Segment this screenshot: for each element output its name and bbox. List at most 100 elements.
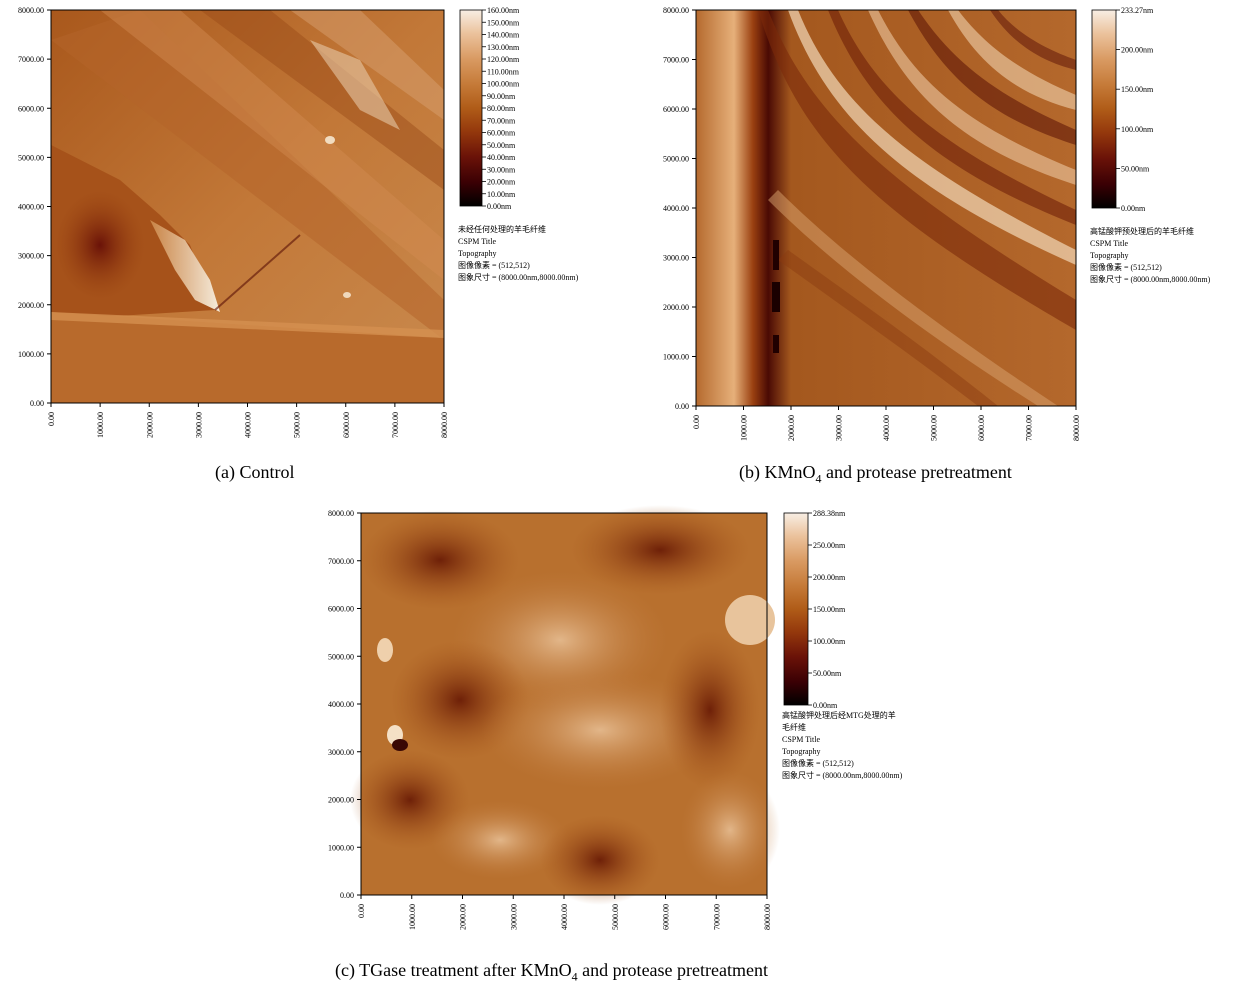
x-tick-label: 2000.00 [145, 412, 154, 438]
scan-info-line: 图象尺寸 = (8000.00nm,8000.00nm) [782, 770, 903, 780]
colorbar-tick-label: 0.00nm [1121, 204, 1146, 213]
scan-info-line: CSPM Title [782, 735, 820, 744]
colorbar-tick-label: 140.00nm [487, 31, 520, 40]
colorbar-gradient [1091, 9, 1117, 209]
colorbar-tick-label: 40.00nm [487, 153, 516, 162]
colorbar-b: 233.27nm 200.00nm 150.00nm 100.00nm 50.00nm 0… [1091, 6, 1154, 213]
y-tick-label: 1000.00 [663, 353, 689, 362]
afm-axes-a: 8000.00 7000.00 6000.00 5000.00 4000.00 3000.… [18, 6, 449, 438]
y-tick-label: 1000.00 [328, 843, 354, 852]
y-tick-label: 2000.00 [328, 796, 354, 805]
colorbar-tick-label: 70.00nm [487, 116, 516, 125]
afm-image-b [696, 10, 1076, 406]
colorbar-a: 160.00nm 150.00nm 140.00nm 130.00nm 120.00nm… [459, 6, 520, 211]
colorbar-tick-label: 50.00nm [487, 141, 516, 150]
scan-info-line: 图象尺寸 = (8000.00nm,8000.00nm) [458, 272, 579, 282]
x-tick-label: 3000.00 [194, 412, 203, 438]
x-tick-label: 1000.00 [408, 904, 417, 930]
colorbar-tick-label: 150.00nm [1121, 85, 1154, 94]
x-tick-label: 4000.00 [560, 904, 569, 930]
y-tick-label: 8000.00 [328, 509, 354, 518]
y-tick-label: 3000.00 [18, 252, 44, 261]
colorbar-tick-label: 100.00nm [813, 637, 846, 646]
colorbar-tick-label: 120.00nm [487, 55, 520, 64]
y-tick-label: 5000.00 [18, 153, 44, 162]
y-tick-label: 0.00 [675, 402, 689, 411]
scan-info-line: 图象尺寸 = (8000.00nm,8000.00nm) [1090, 274, 1211, 284]
y-tick-label: 4000.00 [328, 700, 354, 709]
afm-axes-b: 8000.00 7000.00 6000.00 5000.00 4000.00 3000.… [663, 6, 1081, 441]
y-tick-label: 2000.00 [18, 301, 44, 310]
scan-info-line: 图像像素 = (512,512) [458, 260, 530, 270]
afm-figure-b: 8000.00 7000.00 6000.00 5000.00 4000.00 3000.… [663, 6, 1211, 441]
x-tick-label: 0.00 [357, 904, 366, 918]
x-tick-label: 6000.00 [662, 904, 671, 930]
colorbar-tick-label: 150.00nm [487, 18, 520, 27]
afm-figure-c: 8000.00 7000.00 6000.00 5000.00 4000.00 3000.… [328, 505, 903, 930]
scan-info-a: 未经任何处理的羊毛纤维 CSPM Title Topography 图像像素 = (5… [458, 224, 579, 282]
colorbar-tick-label: 20.00nm [487, 178, 516, 187]
scan-info-line: 图像像素 = (512,512) [782, 758, 854, 768]
y-tick-label: 4000.00 [18, 203, 44, 212]
afm-axes-c: 8000.00 7000.00 6000.00 5000.00 4000.00 3000.… [328, 509, 772, 930]
x-tick-label: 2000.00 [459, 904, 468, 930]
x-tick-label: 1000.00 [96, 412, 105, 438]
scan-info-line: 高锰酸钾处理后经MTG处理的羊 [782, 710, 896, 720]
colorbar-tick-label: 0.00nm [487, 202, 512, 211]
colorbar-tick-label: 50.00nm [1121, 164, 1150, 173]
y-tick-label: 8000.00 [663, 6, 689, 15]
x-tick-label: 5000.00 [293, 412, 302, 438]
colorbar-tick-label: 10.00nm [487, 190, 516, 199]
scan-info-line: 未经任何处理的羊毛纤维 [458, 224, 546, 234]
colorbar-tick-label: 200.00nm [1121, 46, 1154, 55]
x-tick-label: 7000.00 [391, 412, 400, 438]
scan-info-line: Topography [458, 249, 497, 258]
scan-info-line: 毛纤维 [782, 722, 806, 732]
scan-info-line: CSPM Title [458, 237, 496, 246]
x-tick-label: 6000.00 [977, 415, 986, 441]
x-tick-label: 1000.00 [740, 415, 749, 441]
afm-image-a [51, 10, 444, 403]
scan-info-b: 高锰酸钾预处理后的羊毛纤维 CSPM Title Topography 图像像素 = … [1090, 226, 1211, 284]
x-tick-label: 3000.00 [509, 904, 518, 930]
caption-c: (c) TGase treatment after KMnO4 and prot… [335, 960, 768, 984]
x-tick-label: 8000.00 [763, 904, 772, 930]
y-tick-label: 2000.00 [663, 303, 689, 312]
colorbar-tick-label: 233.27nm [1121, 6, 1154, 15]
colorbar-tick-label: 130.00nm [487, 43, 520, 52]
x-tick-label: 4000.00 [244, 412, 253, 438]
scan-info-line: 高锰酸钾预处理后的羊毛纤维 [1090, 226, 1194, 236]
x-tick-label: 0.00 [47, 412, 56, 426]
y-tick-label: 7000.00 [18, 55, 44, 64]
colorbar-tick-label: 150.00nm [813, 605, 846, 614]
x-tick-label: 2000.00 [787, 415, 796, 441]
colorbar-gradient [459, 9, 483, 207]
y-tick-label: 6000.00 [663, 105, 689, 114]
scan-info-line: Topography [1090, 251, 1129, 260]
scan-info-line: 图像像素 = (512,512) [1090, 262, 1162, 272]
colorbar-tick-label: 200.00nm [813, 573, 846, 582]
colorbar-tick-label: 50.00nm [813, 669, 842, 678]
x-tick-label: 5000.00 [930, 415, 939, 441]
x-tick-label: 8000.00 [1072, 415, 1081, 441]
y-tick-label: 6000.00 [328, 605, 354, 614]
x-tick-label: 5000.00 [611, 904, 620, 930]
colorbar-tick-label: 250.00nm [813, 541, 846, 550]
y-tick-label: 0.00 [30, 399, 44, 408]
y-tick-label: 3000.00 [328, 748, 354, 757]
colorbar-tick-label: 110.00nm [487, 67, 520, 76]
y-tick-label: 4000.00 [663, 204, 689, 213]
caption-a: (a) Control [215, 462, 295, 482]
y-tick-label: 8000.00 [18, 6, 44, 15]
y-tick-label: 7000.00 [663, 56, 689, 65]
colorbar-tick-label: 90.00nm [487, 92, 516, 101]
colorbar-c: 288.38nm 250.00nm 200.00nm 150.00nm 100.00nm… [783, 509, 846, 710]
y-tick-label: 1000.00 [18, 350, 44, 359]
colorbar-tick-label: 288.38nm [813, 509, 846, 518]
colorbar-tick-label: 80.00nm [487, 104, 516, 113]
colorbar-tick-label: 60.00nm [487, 129, 516, 138]
x-tick-label: 4000.00 [882, 415, 891, 441]
y-tick-label: 7000.00 [328, 557, 354, 566]
scan-info-line: Topography [782, 747, 821, 756]
